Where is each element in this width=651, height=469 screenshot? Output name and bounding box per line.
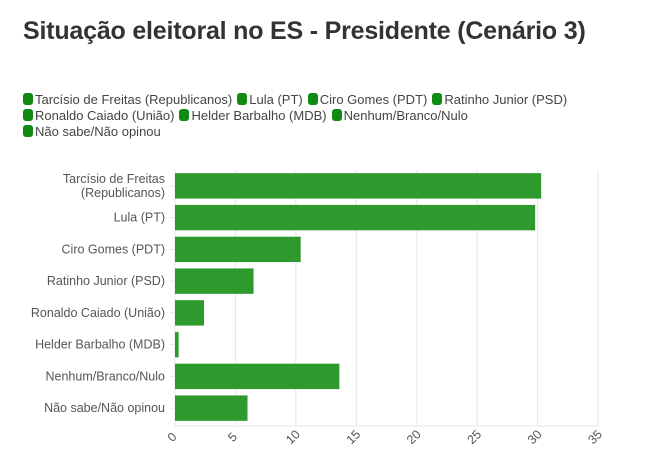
legend-item[interactable]: Ciro Gomes (PDT) [307, 92, 428, 108]
legend-swatch [432, 93, 443, 105]
bar[interactable] [175, 395, 248, 421]
legend-item[interactable]: Helder Barbalho (MDB) [179, 108, 327, 124]
legend-swatch [237, 93, 248, 105]
legend-label: Nenhum/Branco/Nulo [343, 108, 468, 123]
legend-label: Ronaldo Caiado (União) [35, 108, 175, 123]
legend-swatch [331, 109, 342, 121]
y-tick-label: Ronaldo Caiado (União) [31, 306, 165, 320]
y-tick-label: Não sabe/Não opinou [44, 401, 165, 415]
bar[interactable] [175, 268, 254, 294]
legend-label: Lula (PT) [249, 92, 303, 107]
x-tick-label: 5 [225, 430, 240, 445]
legend-item[interactable]: Ratinho Junior (PSD) [432, 92, 567, 108]
legend-swatch [23, 125, 33, 137]
bar[interactable] [175, 300, 205, 326]
y-tick-label: Nenhum/Branco/Nulo [45, 369, 165, 383]
legend-label: Ciro Gomes (PDT) [319, 92, 428, 107]
y-tick-label: Lula (PT) [114, 211, 165, 225]
legend-item[interactable]: Não sabe/Não opinou [23, 124, 161, 140]
legend-item[interactable]: Nenhum/Branco/Nulo [331, 108, 468, 124]
legend-label: Ratinho Junior (PSD) [444, 92, 568, 107]
bar[interactable] [175, 331, 179, 358]
chart-title: Situação eleitoral no ES - Presidente (C… [23, 17, 586, 45]
legend-label: Não sabe/Não opinou [35, 124, 161, 139]
legend-swatch [23, 93, 33, 105]
y-tick-label: Ratinho Junior (PSD) [47, 274, 165, 288]
bar[interactable] [175, 363, 340, 390]
legend-item[interactable]: Lula (PT) [237, 92, 303, 108]
bar[interactable] [175, 204, 536, 231]
bar[interactable] [175, 236, 301, 263]
x-tick-label: 10 [283, 427, 303, 447]
x-tick-label: 20 [404, 427, 424, 447]
y-tick-label: Helder Barbalho (MDB) [35, 338, 165, 352]
x-tick-label: 35 [585, 427, 605, 447]
x-tick-label: 15 [344, 427, 364, 447]
legend-item[interactable]: Tarcísio de Freitas (Republicanos) [23, 92, 232, 108]
legend-label: Helder Barbalho (MDB) [191, 108, 327, 123]
x-tick-label: 25 [464, 427, 484, 447]
x-tick-label: 30 [525, 427, 545, 447]
legend-swatch [23, 109, 33, 121]
legend-swatch [179, 109, 190, 121]
chart-legend: Tarcísio de Freitas (Republicanos) Lula (… [23, 92, 623, 140]
legend-item[interactable]: Ronaldo Caiado (União) [23, 108, 174, 124]
y-tick-label: Tarcísio de Freitas (Republicanos) [63, 172, 165, 200]
y-tick-label: Ciro Gomes (PDT) [62, 242, 165, 256]
legend-swatch [307, 93, 318, 105]
x-tick-label: 0 [165, 430, 180, 445]
bar[interactable] [175, 173, 542, 199]
legend-label: Tarcísio de Freitas (Republicanos) [35, 92, 233, 107]
